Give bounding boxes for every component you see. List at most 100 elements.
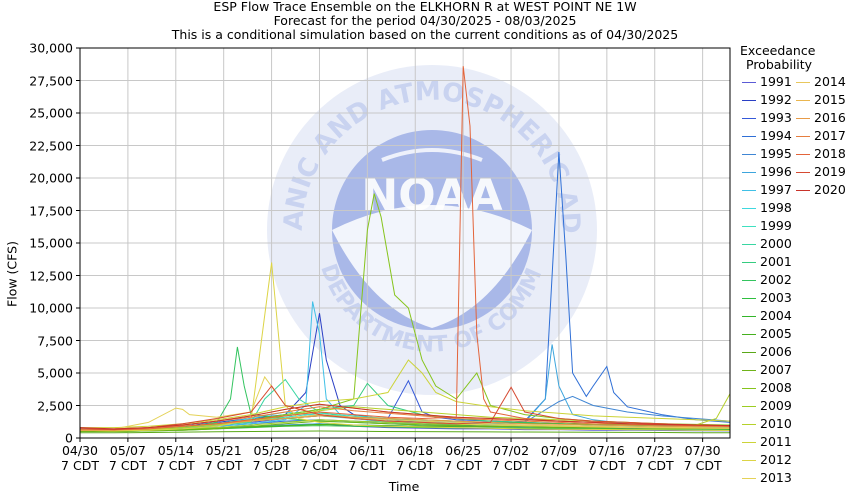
chart-title-block: ESP Flow Trace Ensemble on the ELKHORN R… bbox=[0, 0, 850, 42]
legend-item-2014: 2014 bbox=[796, 75, 846, 88]
legend-item-2002: 2002 bbox=[742, 273, 792, 286]
x-tick-label: 05/21 7 CDT bbox=[205, 443, 243, 473]
x-tick-time: 7 CDT bbox=[492, 458, 531, 473]
y-tick-label: 7,500 bbox=[37, 333, 73, 348]
legend-item-2007: 2007 bbox=[742, 363, 792, 376]
legend-label: 1996 bbox=[760, 164, 792, 179]
legend-item-2000: 2000 bbox=[742, 237, 792, 250]
legend-swatch bbox=[742, 478, 756, 479]
tick-marks bbox=[76, 47, 704, 442]
x-tick-date: 07/09 bbox=[540, 443, 577, 458]
legend-label: 1991 bbox=[760, 74, 792, 89]
x-axis-label: Time bbox=[388, 479, 420, 494]
series-line-2020 bbox=[79, 403, 731, 430]
legend-item-2005: 2005 bbox=[742, 327, 792, 340]
legend-swatch bbox=[796, 118, 810, 119]
series-line-2012 bbox=[79, 262, 731, 432]
legend-label: 2000 bbox=[760, 236, 792, 251]
legend: Exceedance Probability 1991 1992 1993 1994 1… bbox=[736, 44, 846, 485]
legend-label: 2011 bbox=[760, 434, 792, 449]
legend-item-2003: 2003 bbox=[742, 291, 792, 304]
series-line-2011 bbox=[80, 359, 731, 429]
x-tick-time: 7 CDT bbox=[348, 458, 387, 473]
x-tick-time: 7 CDT bbox=[252, 458, 291, 473]
legend-item-2009: 2009 bbox=[742, 399, 792, 412]
legend-item-2004: 2004 bbox=[742, 309, 792, 322]
x-tick-label: 05/07 7 CDT bbox=[109, 443, 147, 473]
legend-label: 2015 bbox=[814, 92, 846, 107]
x-tick-time: 7 CDT bbox=[587, 458, 626, 473]
legend-swatch bbox=[742, 406, 756, 407]
x-tick-date: 07/02 bbox=[493, 443, 530, 458]
legend-swatch bbox=[742, 316, 756, 317]
y-axis-label: Flow (CFS) bbox=[4, 241, 20, 307]
legend-label: 2013 bbox=[760, 470, 792, 485]
legend-swatch bbox=[796, 190, 810, 191]
x-tick-time: 7 CDT bbox=[156, 458, 195, 473]
series-line-2008 bbox=[80, 193, 731, 431]
legend-swatch bbox=[796, 100, 810, 101]
x-tick-label: 07/09 7 CDT bbox=[540, 443, 578, 473]
legend-swatch bbox=[796, 136, 810, 137]
x-tick-label: 06/25 7 CDT bbox=[444, 443, 482, 473]
legend-item-2016: 2016 bbox=[796, 111, 846, 124]
legend-item-2010: 2010 bbox=[742, 417, 792, 430]
y-tick-label: 22,500 bbox=[29, 138, 73, 153]
chart-title: ESP Flow Trace Ensemble on the ELKHORN R… bbox=[213, 0, 637, 14]
x-tick-label: 07/16 7 CDT bbox=[588, 443, 626, 473]
legend-title-line2: Probability bbox=[746, 57, 813, 72]
legend-swatch bbox=[742, 118, 756, 119]
legend-item-2006: 2006 bbox=[742, 345, 792, 358]
legend-swatch bbox=[742, 352, 756, 353]
y-tick-label: 0 bbox=[65, 430, 73, 446]
x-tick-label: 05/14 7 CDT bbox=[157, 443, 195, 473]
y-tick-label: 20,000 bbox=[29, 170, 73, 186]
y-tick-label: 5,000 bbox=[37, 365, 73, 381]
x-tick-label: 07/02 7 CDT bbox=[492, 443, 530, 473]
legend-item-1994: 1994 bbox=[742, 129, 792, 142]
legend-label: 2016 bbox=[814, 110, 846, 125]
legend-swatch bbox=[742, 280, 756, 281]
x-tick-date: 04/30 bbox=[61, 443, 99, 458]
legend-item-2020: 2020 bbox=[796, 183, 846, 196]
chart-subtitle-condition: This is a conditional simulation based o… bbox=[171, 27, 679, 42]
y-tick-label: 2,500 bbox=[37, 398, 73, 413]
series-line-2019 bbox=[79, 385, 731, 431]
legend-label: 1992 bbox=[760, 92, 792, 107]
legend-item-1992: 1992 bbox=[742, 93, 792, 106]
legend-swatch bbox=[796, 82, 810, 83]
x-tick-date: 05/21 bbox=[205, 443, 242, 458]
legend-swatch bbox=[742, 100, 756, 101]
x-tick-time: 7 CDT bbox=[61, 458, 99, 473]
legend-swatch bbox=[796, 172, 810, 173]
x-tick-date: 06/18 bbox=[397, 443, 434, 458]
legend-label: 2009 bbox=[760, 398, 792, 413]
legend-label: 2008 bbox=[760, 380, 792, 395]
x-tick-label: 06/04 7 CDT bbox=[301, 443, 339, 473]
legend-item-2008: 2008 bbox=[742, 381, 792, 394]
x-tick-date: 05/07 bbox=[109, 443, 146, 458]
legend-label: 2006 bbox=[760, 344, 792, 359]
legend-item-1993: 1993 bbox=[742, 111, 792, 124]
noaa-watermark-logo: NATIONAL OCEANIC AND ATMOSPHERIC ADMINIS… bbox=[262, 60, 597, 395]
legend-swatch bbox=[742, 370, 756, 371]
x-tick-label: 07/23 7 CDT bbox=[636, 443, 674, 473]
legend-label: 2007 bbox=[760, 362, 792, 377]
y-tick-label: 30,000 bbox=[29, 40, 73, 56]
legend-label: 1993 bbox=[760, 110, 792, 125]
legend-label: 2012 bbox=[760, 452, 792, 467]
legend-swatch bbox=[742, 136, 756, 137]
x-tick-label: 07/30 7 CDT bbox=[684, 443, 722, 473]
legend-item-1997: 1997 bbox=[742, 183, 792, 196]
chart-subtitle-period: Forecast for the period 04/30/2025 - 08/… bbox=[273, 13, 577, 28]
x-tick-date: 05/28 bbox=[253, 443, 290, 458]
legend-item-2015: 2015 bbox=[796, 93, 846, 106]
x-tick-date: 07/16 bbox=[588, 443, 625, 458]
legend-swatch bbox=[742, 208, 756, 209]
legend-swatch bbox=[742, 190, 756, 191]
x-tick-time: 7 CDT bbox=[108, 458, 147, 473]
legend-swatch bbox=[742, 226, 756, 227]
y-tick-label: 12,500 bbox=[29, 268, 73, 283]
y-tick-label: 17,500 bbox=[29, 203, 73, 218]
